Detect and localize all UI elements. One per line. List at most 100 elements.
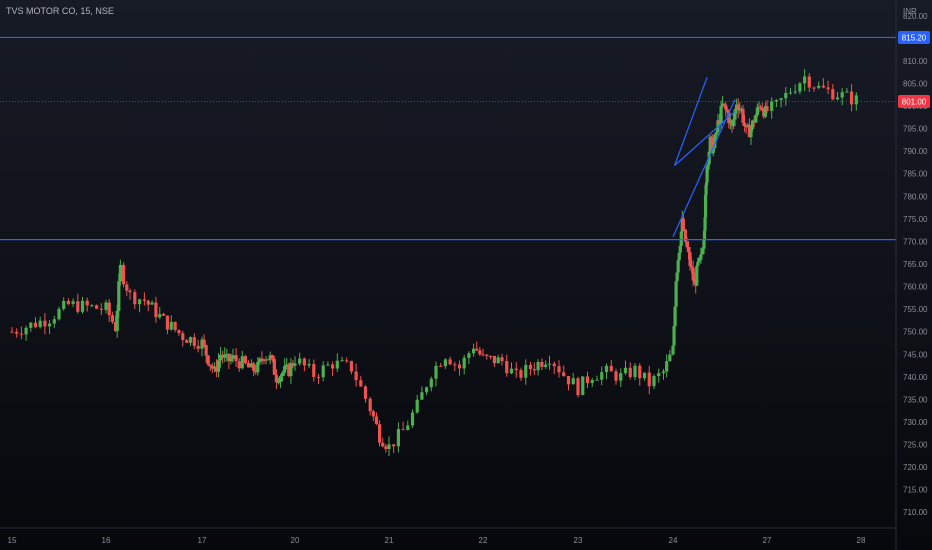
candle-body <box>845 91 849 93</box>
candle-body <box>110 315 114 322</box>
y-axis[interactable]: 710.00 715.00 720.00 725.00 730.00 735.00 740.… <box>903 12 928 517</box>
candle-body <box>678 245 682 253</box>
candle-body <box>33 322 38 328</box>
candle-body <box>600 372 604 380</box>
candle-body <box>80 300 85 312</box>
y-tick-label: 770.00 <box>903 237 928 246</box>
candle-body <box>43 320 47 327</box>
candle-body <box>115 310 119 331</box>
y-tick-label: 790.00 <box>903 147 928 156</box>
candle-body <box>401 429 405 431</box>
candle-body <box>633 365 637 377</box>
candle-body <box>234 355 238 362</box>
y-tick-label: 735.00 <box>903 395 928 404</box>
candle-body <box>674 281 678 307</box>
candle-body <box>793 91 797 93</box>
candle-body <box>668 354 672 362</box>
candle-body <box>505 361 509 374</box>
candle-body <box>774 100 778 102</box>
candle-body <box>231 355 235 359</box>
candle-body <box>76 301 80 312</box>
candle-body <box>817 85 821 88</box>
trendlines-layer[interactable] <box>672 76 736 238</box>
candle-body <box>552 363 556 367</box>
candle-body <box>623 367 628 374</box>
candle-body <box>256 361 260 373</box>
price-badge <box>898 95 930 109</box>
candle-body <box>759 106 763 108</box>
candle-body <box>272 359 276 375</box>
candle-body <box>642 372 647 379</box>
y-tick-label: 745.00 <box>903 350 928 359</box>
candle-body <box>250 363 254 368</box>
candle-body <box>15 331 19 334</box>
candle-body <box>162 314 166 316</box>
currency-label: INR <box>903 7 917 16</box>
candle-body <box>298 358 302 364</box>
candle-body <box>647 372 651 387</box>
candle-body <box>381 442 385 447</box>
price-badge <box>898 30 930 44</box>
candle-body <box>854 95 858 105</box>
candle-body <box>713 134 717 148</box>
candle-body <box>566 376 571 385</box>
candle-body <box>831 89 835 100</box>
candle-body <box>150 302 154 305</box>
candle-body <box>788 92 793 94</box>
candle-body <box>590 380 594 384</box>
candle-body <box>514 368 518 371</box>
candle-body <box>704 182 709 185</box>
candle-body <box>283 365 287 373</box>
trendline[interactable] <box>672 99 736 238</box>
candle-body <box>443 359 447 367</box>
candle-body <box>368 398 372 412</box>
candle-body <box>688 252 692 267</box>
candle-body <box>528 364 533 370</box>
x-axis[interactable]: 15 16 17 20 21 22 23 24 27 28 <box>8 536 866 545</box>
candle-body <box>243 356 247 363</box>
candle-body <box>743 122 747 127</box>
x-tick-label: 24 <box>669 536 678 545</box>
y-tick-label: 785.00 <box>903 170 928 179</box>
candle-body <box>48 323 52 327</box>
candle-body <box>751 120 755 130</box>
candle-body <box>595 379 599 381</box>
candle-body <box>467 353 471 358</box>
candle-body <box>206 355 210 365</box>
price-badge-label: 815.20 <box>902 33 927 42</box>
candle-body <box>722 103 726 105</box>
candle-body <box>434 365 438 379</box>
candle-body <box>698 257 702 259</box>
candle-body <box>657 373 661 377</box>
candle-body <box>118 264 122 282</box>
candle-body <box>52 319 56 324</box>
candle-body <box>686 246 691 253</box>
candle-body <box>406 425 410 430</box>
candle-body <box>359 380 363 387</box>
candle-body <box>779 98 783 101</box>
candle-body <box>708 136 712 152</box>
candle-body <box>741 108 745 123</box>
candle-body <box>685 241 689 247</box>
candle-body <box>661 371 666 374</box>
candle-body <box>683 229 687 242</box>
candle-body <box>392 444 396 447</box>
candle-body <box>196 345 200 349</box>
candle-body <box>276 382 281 384</box>
candle-body <box>676 260 680 273</box>
candle-body <box>733 109 737 120</box>
candle-body <box>706 164 710 167</box>
candle-body <box>803 76 807 84</box>
candle-body <box>614 371 618 381</box>
candle-body <box>752 120 756 123</box>
candle-body <box>208 364 212 367</box>
candle-body <box>264 359 268 361</box>
candle-body <box>638 365 642 379</box>
level-lines-layer <box>0 36 896 241</box>
trendline[interactable] <box>673 76 708 166</box>
candle-body <box>540 361 544 367</box>
candle-body <box>702 230 707 240</box>
candle-body <box>415 399 419 413</box>
candle-body <box>158 314 162 318</box>
